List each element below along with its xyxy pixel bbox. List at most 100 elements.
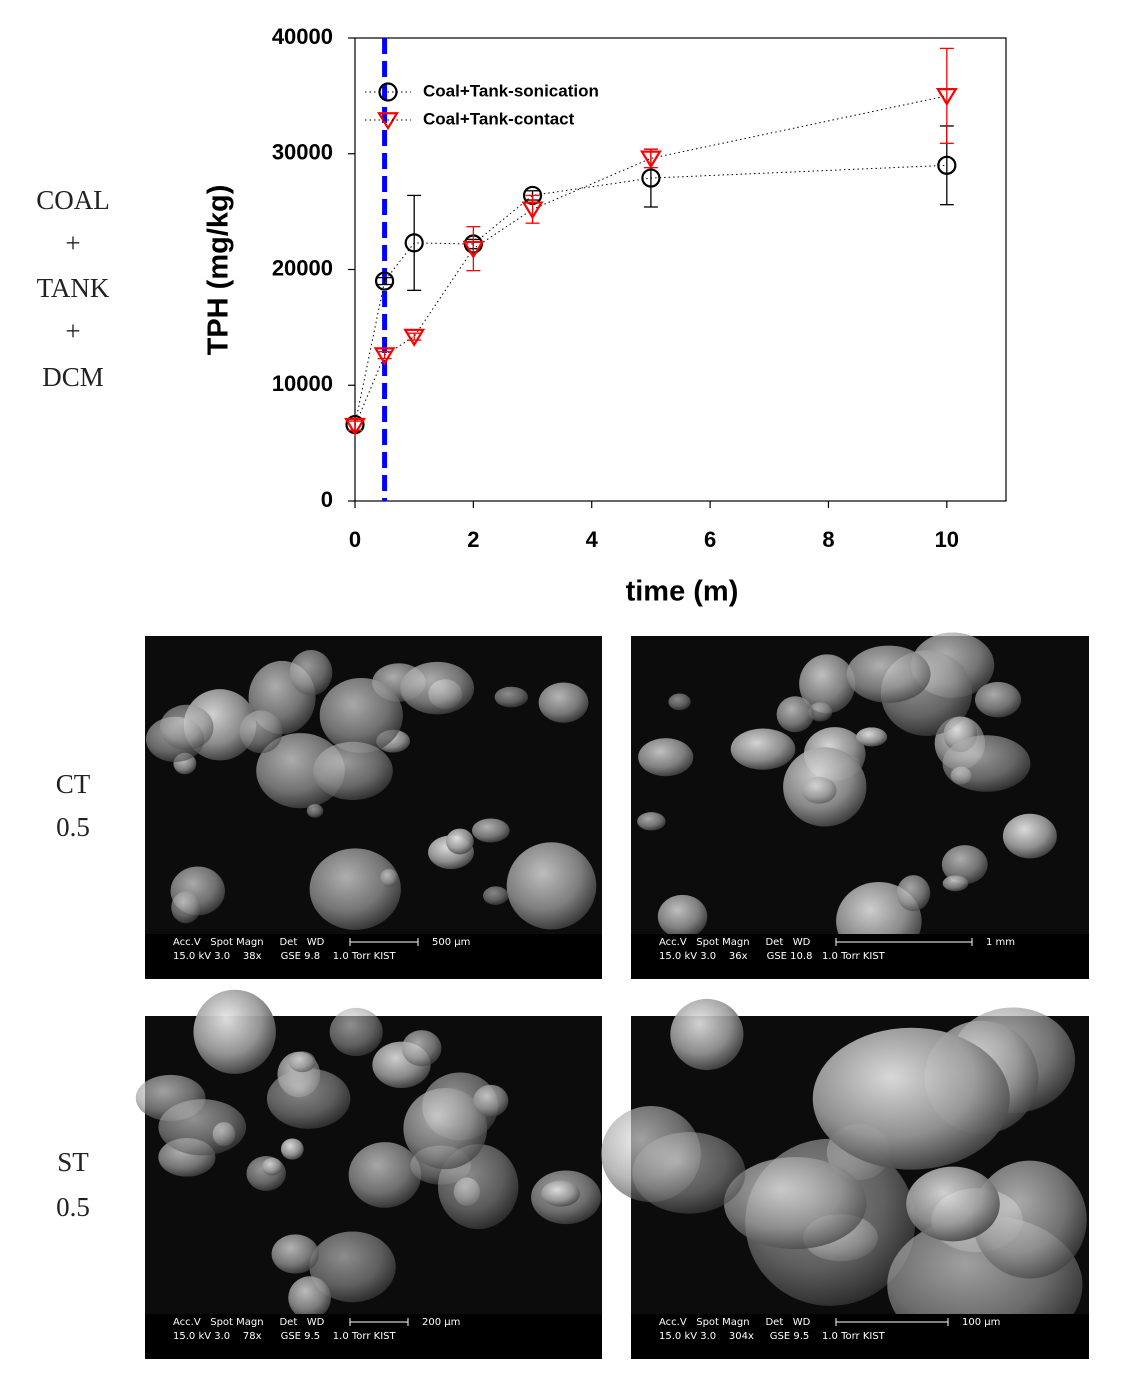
marker <box>344 417 366 436</box>
error-bar <box>377 351 392 360</box>
legend-label: Coal+Tank-sonication <box>423 81 599 100</box>
particle <box>313 741 393 801</box>
side-label: + <box>65 316 80 346</box>
marker <box>937 155 957 175</box>
particle <box>896 875 931 912</box>
particle <box>158 1099 247 1156</box>
particle <box>808 702 833 722</box>
side-label: 0.5 <box>56 1192 90 1222</box>
particle <box>329 1007 383 1057</box>
particle <box>494 686 529 708</box>
sem-image: Acc.V Spot Magn Det WD 15.0 kV 3.0 38x GS… <box>145 636 602 979</box>
particle <box>471 818 510 843</box>
sem-info: 15.0 kV 3.0 38x GSE 9.8 1.0 Torr KIST <box>173 951 396 962</box>
particle <box>261 1157 283 1176</box>
side-label: ST <box>57 1147 89 1177</box>
particle <box>776 696 814 733</box>
side-label: TANK <box>37 273 110 303</box>
x-tick-label: 2 <box>467 527 479 552</box>
error-bar <box>466 226 481 272</box>
particle <box>473 1084 509 1117</box>
y-tick-label: 30000 <box>272 140 333 165</box>
series-line <box>354 95 947 426</box>
x-tick-label: 4 <box>586 527 599 552</box>
y-tick-label: 40000 <box>272 24 333 49</box>
particle <box>799 654 856 714</box>
sem-info: Acc.V Spot Magn Det WD <box>659 1317 811 1328</box>
scale-label: 200 µm <box>422 1317 460 1328</box>
particle <box>632 1132 746 1214</box>
particle <box>266 1068 351 1129</box>
y-axis-label: TPH (mg/kg) <box>203 185 235 356</box>
particle <box>319 677 403 753</box>
particle <box>855 727 888 747</box>
sem-image: Acc.V Spot Magn Det WD 15.0 kV 3.0 304x G… <box>601 998 1089 1359</box>
particle <box>289 650 333 696</box>
particle <box>306 804 324 818</box>
particle <box>271 1234 319 1274</box>
side-label: 0.5 <box>56 812 90 842</box>
particle <box>972 1160 1087 1279</box>
particle <box>280 1138 304 1160</box>
marker <box>403 328 426 347</box>
sem-info: 15.0 kV 3.0 78x GSE 9.5 1.0 Torr KIST <box>173 1331 396 1342</box>
marker <box>404 233 424 253</box>
particle <box>812 1027 1010 1170</box>
x-axis-label: time (m) <box>626 576 739 608</box>
particle <box>723 1157 867 1250</box>
particle <box>348 1142 422 1208</box>
x-tick-label: 10 <box>935 527 959 552</box>
particle <box>483 886 509 906</box>
marker <box>521 201 544 220</box>
sem-image: Acc.V Spot Magn Det WD 15.0 kV 3.0 78x GS… <box>135 989 602 1359</box>
particle <box>309 848 401 930</box>
sem-info: Acc.V Spot Magn Det WD <box>173 937 325 948</box>
x-tick-label: 8 <box>822 527 834 552</box>
particle <box>670 998 744 1071</box>
particle <box>942 875 969 892</box>
marker <box>639 150 662 169</box>
particle <box>801 776 837 804</box>
scale-label: 500 µm <box>432 937 470 948</box>
particle <box>941 845 988 885</box>
legend-label: Coal+Tank-contact <box>423 109 575 128</box>
x-tick-label: 0 <box>349 527 361 552</box>
sem-info: 15.0 kV 3.0 36x GSE 10.8 1.0 Torr KIST <box>659 951 886 962</box>
particle <box>239 710 283 754</box>
error-bar <box>939 47 954 144</box>
error-bar <box>407 332 422 341</box>
particle <box>380 868 398 887</box>
particle <box>541 1180 581 1207</box>
particle <box>403 1087 488 1170</box>
marker <box>935 88 958 107</box>
particle <box>637 812 666 831</box>
particle <box>668 693 691 711</box>
error-bar <box>348 420 362 432</box>
particle <box>193 989 276 1074</box>
particle <box>171 891 201 924</box>
particle <box>846 645 931 703</box>
side-label: COAL <box>36 185 110 215</box>
side-label: CT <box>56 769 91 799</box>
particle <box>159 704 214 750</box>
scale-label: 100 µm <box>962 1317 1000 1328</box>
sem-image: Acc.V Spot Magn Det WD 15.0 kV 3.0 36x GS… <box>631 632 1089 979</box>
side-label: + <box>65 228 80 258</box>
particle <box>400 661 475 715</box>
particle <box>906 1166 1000 1242</box>
sem-info: 15.0 kV 3.0 304x GSE 9.5 1.0 Torr KIST <box>659 1331 886 1342</box>
y-tick-label: 20000 <box>272 255 333 280</box>
particle <box>638 738 694 777</box>
particle <box>506 842 597 930</box>
x-tick-label: 6 <box>704 527 716 552</box>
particle <box>309 1231 396 1303</box>
particle <box>538 682 589 723</box>
sem-info: Acc.V Spot Magn Det WD <box>659 937 811 948</box>
scale-label: 1 mm <box>986 937 1015 948</box>
error-bar <box>377 276 392 286</box>
side-label: DCM <box>42 362 104 392</box>
legend-marker <box>377 112 399 131</box>
particle <box>1002 813 1057 859</box>
